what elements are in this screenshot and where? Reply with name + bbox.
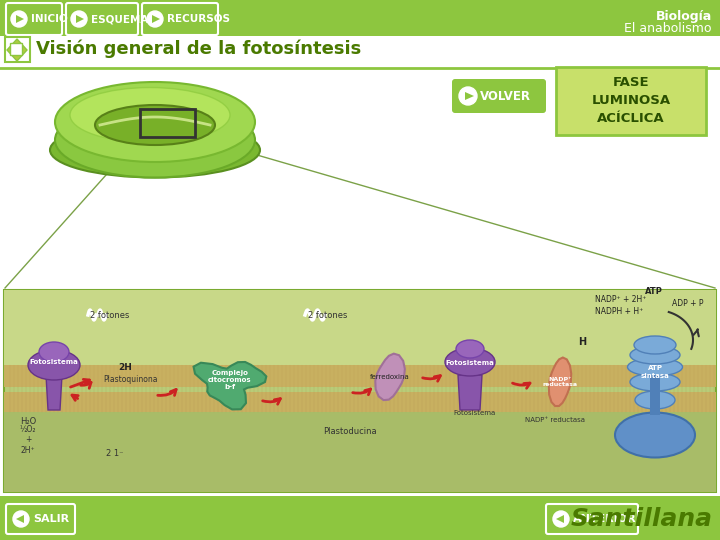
Text: ANTERIOR: ANTERIOR [573,514,636,524]
Ellipse shape [628,358,683,376]
Polygon shape [16,15,24,23]
Text: Plastoducina: Plastoducina [323,428,377,436]
Ellipse shape [630,373,680,391]
Polygon shape [16,515,24,523]
Text: ATP
sintasa: ATP sintasa [641,366,670,379]
Circle shape [71,11,87,27]
Polygon shape [458,375,482,410]
FancyBboxPatch shape [546,504,638,534]
Ellipse shape [55,103,255,178]
Polygon shape [549,357,571,406]
Bar [650,375,660,415]
Ellipse shape [70,87,230,143]
Ellipse shape [445,348,495,376]
Ellipse shape [50,123,260,178]
Ellipse shape [55,82,255,162]
Bar [4,392,716,412]
Ellipse shape [634,336,676,354]
FancyBboxPatch shape [6,3,62,35]
Text: Visión general de la fotosíntesis: Visión general de la fotosíntesis [36,40,361,58]
Text: VOLVER: VOLVER [480,90,531,103]
Text: SALIR: SALIR [33,514,69,524]
Text: RECURSOS: RECURSOS [167,14,230,24]
Text: 2 fotones: 2 fotones [90,310,130,320]
Polygon shape [194,362,266,409]
Circle shape [11,11,27,27]
Polygon shape [46,375,62,410]
Bar [140,109,195,137]
Polygon shape [556,515,564,523]
Bar [4,365,716,387]
Bar [0,0,720,36]
Ellipse shape [630,346,680,364]
Text: H: H [578,337,586,347]
Polygon shape [152,15,160,23]
Text: Fotosistema: Fotosistema [30,359,78,365]
Ellipse shape [635,391,675,409]
Bar [4,412,716,492]
FancyBboxPatch shape [142,3,218,35]
Bar [4,290,716,370]
Text: Fotosistema: Fotosistema [446,360,495,366]
Ellipse shape [28,350,80,380]
Ellipse shape [39,342,69,362]
Polygon shape [465,92,474,100]
Ellipse shape [456,340,484,358]
Bar [0,496,720,540]
Polygon shape [76,15,84,23]
Polygon shape [7,39,27,61]
Text: NADP⁺ + 2H⁺: NADP⁺ + 2H⁺ [595,295,647,305]
Circle shape [459,87,477,105]
Text: ½O₂
+
2H⁺: ½O₂ + 2H⁺ [19,425,36,455]
Text: FASE
LUMINOSA
ACÍCLICA: FASE LUMINOSA ACÍCLICA [591,77,670,125]
Text: NADP⁺
reductasa: NADP⁺ reductasa [542,376,577,387]
Text: Santillana: Santillana [571,507,713,531]
Text: Plastoquinona: Plastoquinona [103,375,158,384]
Circle shape [147,11,163,27]
FancyBboxPatch shape [452,79,546,113]
Text: ADP + P: ADP + P [672,299,703,307]
Text: NADPH + H⁺: NADPH + H⁺ [595,307,643,315]
Text: Biología: Biología [656,10,712,23]
Text: INICIO: INICIO [31,14,68,24]
Text: 2 fotones: 2 fotones [308,310,348,320]
Text: ATP: ATP [645,287,663,296]
Ellipse shape [95,105,215,145]
Circle shape [13,511,29,527]
Circle shape [553,511,569,527]
Polygon shape [10,43,22,55]
Text: ferredoxina: ferredoxina [370,374,410,380]
Text: 2 1⁻: 2 1⁻ [107,449,124,457]
FancyBboxPatch shape [556,67,706,135]
FancyBboxPatch shape [6,504,75,534]
Bar [0,36,720,496]
FancyBboxPatch shape [66,3,138,35]
Text: H₂O: H₂O [20,417,36,427]
Text: NADP⁺ reductasa: NADP⁺ reductasa [525,417,585,423]
Text: ESQUEMA: ESQUEMA [91,14,148,24]
Polygon shape [5,37,30,62]
Text: Fotosistema: Fotosistema [454,410,496,416]
Text: 2H: 2H [118,362,132,372]
Polygon shape [375,354,405,400]
Text: El anabolismo: El anabolismo [624,22,712,35]
Bar [4,290,716,492]
Text: Complejo
citocromos
b-f: Complejo citocromos b-f [208,370,252,390]
Ellipse shape [615,413,695,457]
